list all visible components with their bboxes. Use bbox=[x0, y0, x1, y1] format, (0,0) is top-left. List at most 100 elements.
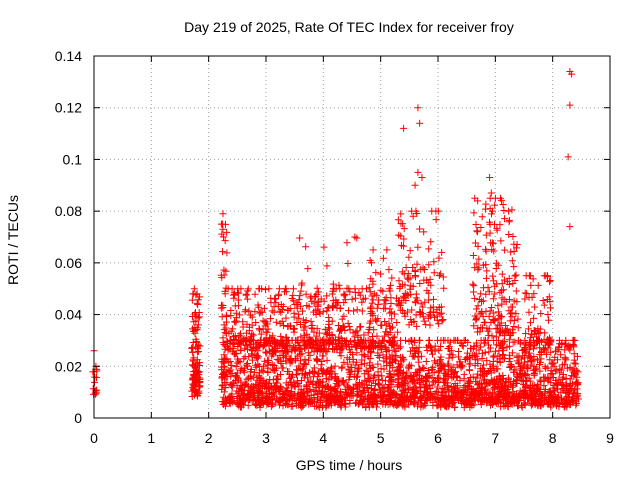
chart-title: Day 219 of 2025, Rate Of TEC Index for r… bbox=[184, 19, 514, 35]
data-point bbox=[276, 395, 284, 403]
data-point bbox=[412, 207, 420, 215]
data-point bbox=[383, 348, 391, 356]
data-point bbox=[342, 400, 350, 408]
data-point bbox=[244, 295, 252, 303]
data-point bbox=[431, 313, 439, 321]
data-point bbox=[506, 400, 514, 408]
data-point bbox=[393, 319, 401, 327]
data-point bbox=[441, 336, 449, 344]
data-point bbox=[395, 363, 403, 371]
data-point bbox=[554, 396, 562, 404]
y-tick-label: 0.14 bbox=[55, 48, 82, 64]
data-point bbox=[528, 399, 536, 407]
data-point bbox=[454, 388, 462, 396]
data-point bbox=[282, 341, 290, 349]
data-point bbox=[474, 302, 482, 310]
data-point bbox=[361, 376, 369, 384]
data-point bbox=[349, 392, 357, 400]
data-point bbox=[437, 303, 445, 311]
data-point bbox=[408, 306, 416, 314]
data-point bbox=[422, 321, 430, 329]
data-point bbox=[420, 266, 428, 274]
data-point bbox=[193, 326, 201, 334]
data-point bbox=[540, 390, 548, 398]
data-point bbox=[547, 394, 555, 402]
data-point bbox=[511, 277, 519, 285]
data-point bbox=[380, 365, 388, 373]
data-point bbox=[513, 353, 521, 361]
data-point bbox=[400, 235, 408, 243]
data-point bbox=[382, 344, 390, 352]
data-point bbox=[300, 337, 308, 345]
data-point bbox=[473, 374, 481, 382]
data-point bbox=[507, 360, 515, 368]
data-point bbox=[546, 276, 554, 284]
data-point bbox=[525, 349, 533, 357]
data-point bbox=[312, 307, 320, 315]
data-point bbox=[220, 363, 228, 371]
data-point bbox=[316, 336, 324, 344]
data-point bbox=[261, 395, 269, 403]
data-point bbox=[404, 292, 412, 300]
data-point bbox=[499, 351, 507, 359]
data-point bbox=[483, 267, 491, 275]
data-point bbox=[386, 305, 394, 313]
data-point bbox=[381, 296, 389, 304]
data-point bbox=[427, 304, 435, 312]
data-point bbox=[420, 228, 428, 236]
data-point bbox=[272, 318, 280, 326]
data-point bbox=[357, 344, 365, 352]
data-point bbox=[410, 376, 418, 384]
data-point bbox=[474, 228, 482, 236]
data-point bbox=[496, 221, 504, 229]
data-point bbox=[221, 395, 229, 403]
data-point bbox=[426, 275, 434, 283]
data-point bbox=[416, 383, 424, 391]
data-point bbox=[495, 329, 503, 337]
data-point bbox=[556, 369, 564, 377]
data-point bbox=[368, 292, 376, 300]
data-point bbox=[229, 380, 237, 388]
data-point bbox=[365, 284, 373, 292]
data-point bbox=[542, 364, 550, 372]
data-point bbox=[393, 367, 401, 375]
data-point bbox=[499, 338, 507, 346]
data-point bbox=[471, 194, 479, 202]
data-point bbox=[470, 288, 478, 296]
data-point bbox=[570, 343, 578, 351]
data-point bbox=[364, 353, 372, 361]
data-point bbox=[444, 370, 452, 378]
data-point bbox=[246, 340, 254, 348]
data-point bbox=[365, 401, 373, 409]
data-point bbox=[332, 336, 340, 344]
data-point bbox=[501, 215, 509, 223]
data-point bbox=[411, 273, 419, 281]
data-point bbox=[488, 239, 496, 247]
data-point bbox=[573, 393, 581, 401]
data-point bbox=[533, 364, 541, 372]
data-point bbox=[415, 358, 423, 366]
data-point bbox=[498, 300, 506, 308]
data-point bbox=[540, 301, 548, 309]
data-point bbox=[329, 287, 337, 295]
data-point bbox=[260, 304, 268, 312]
data-point bbox=[290, 313, 298, 321]
data-point bbox=[400, 270, 408, 278]
data-point bbox=[219, 248, 227, 256]
data-point bbox=[526, 334, 534, 342]
data-point bbox=[344, 260, 352, 268]
data-point bbox=[288, 345, 296, 353]
data-point bbox=[232, 336, 240, 344]
data-point bbox=[353, 306, 361, 314]
data-point bbox=[316, 378, 324, 386]
data-point bbox=[489, 295, 497, 303]
data-point bbox=[326, 331, 334, 339]
data-point bbox=[471, 378, 479, 386]
data-point bbox=[237, 378, 245, 386]
data-point bbox=[247, 375, 255, 383]
data-point bbox=[252, 361, 260, 369]
data-point bbox=[373, 291, 381, 299]
data-point bbox=[335, 342, 343, 350]
data-point bbox=[493, 226, 501, 234]
data-point bbox=[336, 304, 344, 312]
